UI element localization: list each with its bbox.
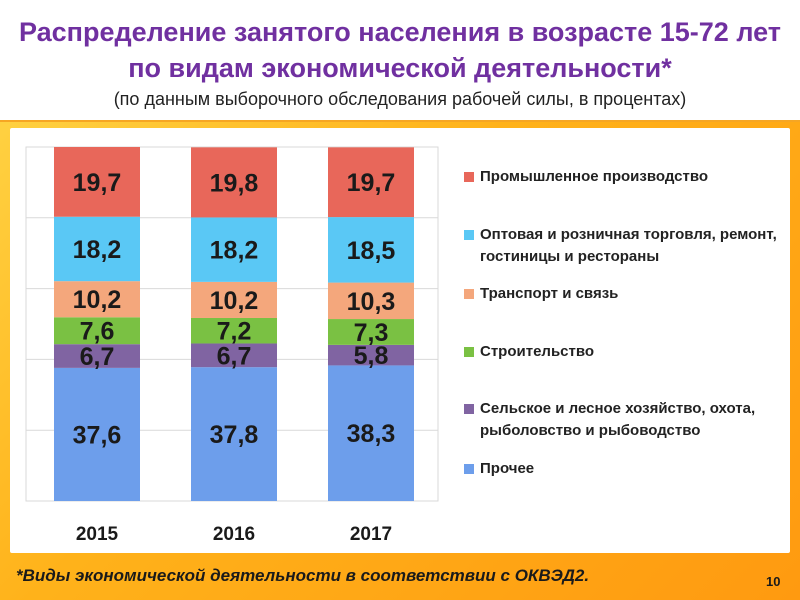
stacked-bar-chart: 37,66,77,610,218,219,7201537,86,77,210,2… [25,146,439,545]
legend-swatch [464,347,474,357]
data-label: 19,8 [210,169,259,197]
data-label: 18,2 [210,237,259,265]
legend-label: Оптовая и розничная торговля, ремонт, го… [480,226,777,265]
bar-segment [54,317,140,345]
bar-segment [328,365,414,501]
data-label: 7,2 [217,318,252,346]
data-label: 10,2 [73,286,122,314]
legend-swatch [464,289,474,299]
bar-segment [191,281,277,318]
bar-segment [191,317,277,344]
data-label: 19,7 [347,169,396,197]
data-label: 5,8 [354,342,389,370]
bar-segment [191,147,277,218]
bar-segment [328,217,414,283]
bar-segment [54,147,140,217]
legend-label: Строительство [480,343,595,360]
title-line-1: Распределение занятого населения в возра… [18,17,781,47]
data-label: 7,3 [354,319,389,347]
data-label: 10,3 [347,288,396,316]
data-label: 18,5 [347,237,396,265]
bar-segment [191,217,277,282]
data-label: 6,7 [217,342,252,370]
bar-segment [328,344,414,366]
bar-segment [54,367,140,501]
data-label: 18,2 [73,236,122,264]
data-label: 19,7 [73,169,122,197]
legend-label: Транспорт и связь [480,285,619,302]
legend-swatch [464,404,474,414]
data-label: 10,2 [210,287,259,315]
bar-segment [328,147,414,218]
x-tick-label: 2015 [76,524,119,545]
bar-segment [328,319,414,345]
x-tick-label: 2016 [213,524,255,545]
bar-segment [54,216,140,282]
footnote: *Виды экономической деятельности в соотв… [16,566,590,585]
data-label: 7,6 [80,318,115,346]
bar-segment [54,281,140,318]
slide-header: Распределение занятого населения в возра… [0,0,800,122]
data-label: 6,7 [80,343,115,371]
chart-legend: Промышленное производство Оптовая и розн… [460,128,800,553]
legend-label: Прочее [480,460,535,477]
legend-label: Промышленное производство [480,168,709,185]
bar-segment [191,343,277,368]
chart-panel: 37,6 6,7 7,6 10,2 18,2 19,7 2015 37,8 6,7 7,2 10,2… [10,128,790,553]
legend-label: Сельское и лесное хозяйство, охота, рыбо… [480,400,756,439]
legend-swatch [464,464,474,474]
legend-swatch [464,172,474,182]
legend-swatch [464,230,474,240]
page-number: 10 [766,574,781,589]
x-tick-label: 2017 [350,524,392,545]
bar-segment [54,344,140,368]
title-line-2: по видам экономической деятельности* [128,53,672,83]
slide-subtitle: (по данным выборочного обследования рабо… [113,89,687,109]
slide-title: Распределение занятого населения в возра… [0,0,800,86]
data-label: 38,3 [347,420,396,448]
data-label: 37,6 [73,421,122,449]
bar-segment [328,282,414,320]
data-label: 37,8 [210,421,259,449]
bar-segment [191,367,277,501]
